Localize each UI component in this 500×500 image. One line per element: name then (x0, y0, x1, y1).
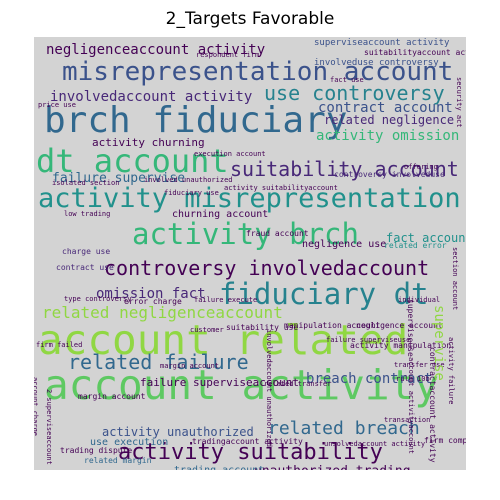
word: negligence account (356, 321, 443, 330)
word: offering (404, 163, 438, 171)
word: contractaccount activity (428, 347, 437, 463)
word: involvedaccount unauthorized (265, 329, 273, 448)
word: related negligence (324, 113, 455, 127)
word: fiduciary use (164, 189, 219, 197)
word: low trading (64, 210, 111, 218)
word: involved unauthorized (144, 176, 233, 184)
word: use execution (90, 437, 169, 448)
word: unsolvedaccount activity (324, 440, 426, 448)
word: failure supervise (52, 171, 186, 186)
word: activity suitabilityaccount (224, 184, 338, 192)
word: activity churning (92, 136, 205, 149)
word: price use (38, 101, 76, 109)
word: charge use (62, 247, 111, 256)
word: superviseuse (406, 299, 415, 357)
word: trading dispute (60, 446, 133, 455)
word: misrepresentation account (62, 57, 454, 87)
word: account related (38, 316, 409, 364)
word: contract use (56, 263, 114, 272)
word: individual (398, 296, 441, 304)
word: execution account (194, 150, 266, 158)
word: account activity (44, 361, 439, 409)
word: error charge (124, 297, 182, 306)
word-cloud: account activity account related brch fi… (34, 37, 466, 470)
word: trading account (174, 466, 264, 471)
word: negligenceaccount activity (46, 42, 266, 58)
word: related breach (268, 418, 420, 439)
word: 2 superviseaccount (45, 389, 53, 465)
word: brch fiduciary (44, 100, 348, 141)
word: activity brch (132, 217, 359, 251)
word: activity suitability (118, 440, 383, 465)
word: activity unauthorized (102, 425, 254, 439)
word: tradingaccount activity (192, 437, 303, 446)
word: activity failure (447, 337, 455, 405)
word: unauthorized trading (254, 465, 411, 470)
word: activity omission (316, 128, 460, 144)
word: fact account (386, 231, 466, 245)
word: churning account (172, 209, 269, 220)
word: negligence use (302, 239, 387, 250)
word: breach contract (306, 371, 433, 387)
word: firm failed (36, 341, 83, 349)
word: customer (190, 326, 224, 334)
word: account charge (34, 377, 39, 437)
word: controversy involveduse (334, 170, 445, 179)
word: security act (455, 77, 463, 128)
word: activity misrepresentation (38, 183, 461, 214)
word: margin account (160, 362, 220, 370)
word: dt account (36, 142, 229, 180)
word: respondent firm (196, 51, 260, 59)
word: failure execute (194, 296, 258, 304)
word: transaction (384, 416, 431, 424)
word: type controversy (64, 295, 132, 303)
figure-title: 2_Targets Favorable (165, 9, 335, 29)
word: suitability use (226, 323, 299, 332)
word: superviseaccount activity (314, 38, 450, 48)
word: omission fact (96, 286, 206, 302)
word: fact use (330, 76, 364, 84)
word: margin account (78, 392, 146, 401)
word: fraud account (246, 229, 309, 238)
word: use controversy (264, 81, 445, 105)
word: related failure (68, 350, 249, 374)
word: account activityaccount (407, 357, 415, 454)
word: involvedaccount activity (50, 89, 253, 105)
word: related error (384, 241, 447, 250)
word: transfer use (394, 361, 445, 369)
word: controversy involvedaccount (104, 256, 430, 280)
word: involveduse controversy (314, 58, 439, 68)
word: failure superviseaccount (140, 376, 299, 389)
word: related margin (84, 456, 152, 465)
word: firm complaint (424, 436, 466, 445)
word: activity manipulation (350, 341, 452, 350)
word: fiduciary dt (219, 277, 429, 311)
word: section account (451, 247, 459, 311)
word: related transfer (264, 380, 332, 388)
word: suitabilityaccount activity (364, 48, 466, 57)
word: rule 10b (396, 375, 430, 383)
word: contract account (318, 100, 453, 116)
word: suitability account (230, 157, 459, 181)
word: failure superviseuse (326, 336, 411, 344)
word: isolated section (52, 179, 120, 187)
word: related negligenceaccount (42, 303, 283, 322)
word: manipulation account (284, 321, 381, 330)
